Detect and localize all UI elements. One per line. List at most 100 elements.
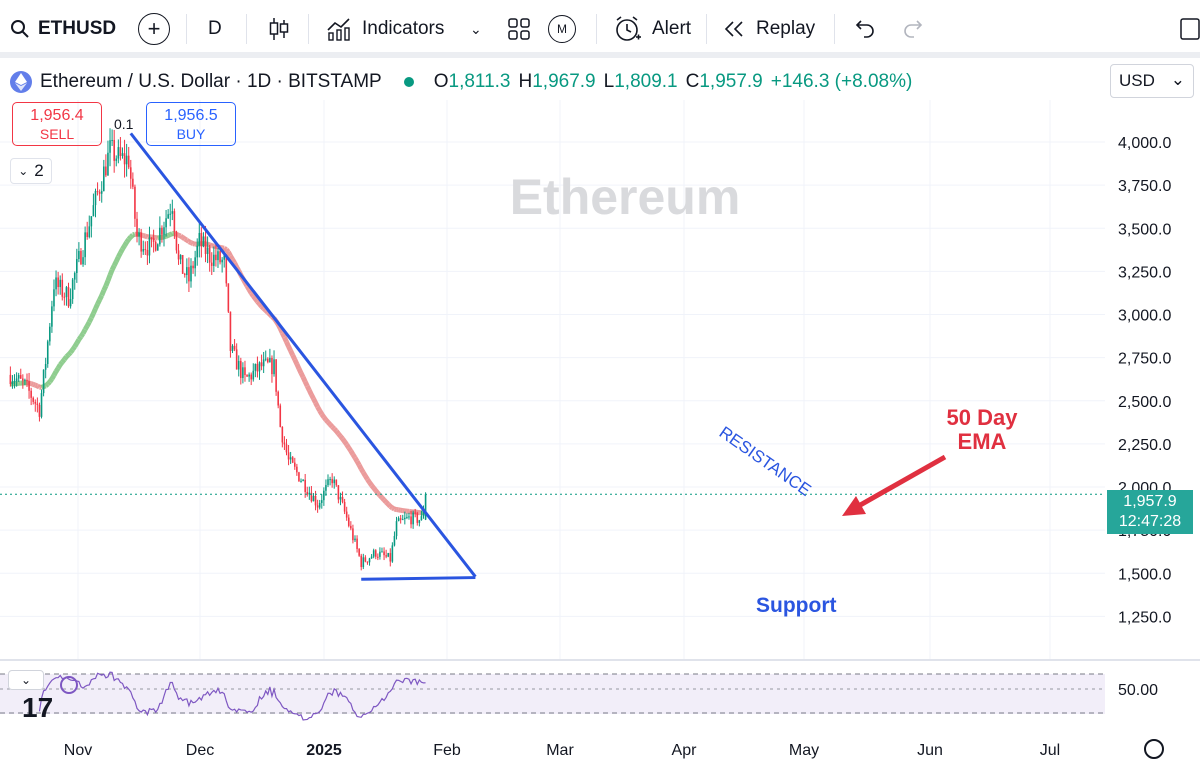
candle-body xyxy=(188,267,190,282)
price-tick-label: 4,000.0 xyxy=(1118,135,1171,152)
candle-body xyxy=(159,227,161,245)
alert-button[interactable]: Alert xyxy=(614,0,691,58)
chart-type-button[interactable] xyxy=(268,0,290,58)
price-tick-label: 3,250.0 xyxy=(1118,264,1171,281)
candle-body xyxy=(11,381,14,385)
symbol-search[interactable]: ETHUSD xyxy=(10,0,116,58)
chevron-down-icon: ⌄ xyxy=(1170,70,1185,89)
candle-body xyxy=(71,279,74,300)
candle-body xyxy=(347,517,350,526)
candles-icon xyxy=(269,18,289,40)
ema-segment xyxy=(277,327,285,335)
candle-body xyxy=(414,512,416,514)
candle-body xyxy=(46,341,49,365)
candle-body xyxy=(146,249,149,256)
m-button[interactable]: M xyxy=(548,0,576,58)
price-tick-label: 3,500.0 xyxy=(1118,221,1171,238)
candle-body xyxy=(397,518,400,522)
ema-arrow xyxy=(842,454,947,516)
compare-button[interactable]: + xyxy=(138,0,170,58)
more-button[interactable] xyxy=(1180,0,1200,58)
ema-segment xyxy=(319,412,326,419)
ema-segment xyxy=(64,352,71,359)
ema-segment xyxy=(32,382,37,388)
candle-body xyxy=(300,480,302,482)
candle-body xyxy=(391,545,394,562)
rsi-line xyxy=(38,671,426,721)
candle-body xyxy=(171,211,174,214)
interval-button[interactable]: D xyxy=(208,0,222,58)
indicators-dropdown[interactable]: ⌄ xyxy=(470,0,482,58)
indicators-collapse-button[interactable]: ⌄ 2 xyxy=(10,158,52,184)
candle-body xyxy=(103,166,105,192)
candle-body xyxy=(221,259,223,263)
layouts-button[interactable] xyxy=(508,0,530,58)
time-tick-label: Apr xyxy=(672,742,698,759)
undo-button[interactable] xyxy=(852,0,876,58)
candle-body xyxy=(105,166,107,176)
candle-body xyxy=(96,191,99,193)
candle-body xyxy=(150,237,153,239)
sell-button[interactable]: 1,956.4 SELL xyxy=(12,102,102,146)
candle-body xyxy=(179,255,182,260)
settings-gear-icon[interactable] xyxy=(1144,739,1164,759)
replay-button[interactable]: Replay xyxy=(722,0,815,58)
ethereum-logo-icon xyxy=(10,71,32,93)
candle-body xyxy=(289,457,292,460)
symbol-label: ETHUSD xyxy=(38,18,117,39)
candle-body xyxy=(410,516,412,525)
ema-segment xyxy=(80,328,88,335)
candle-body xyxy=(94,191,97,206)
ema-segment xyxy=(183,236,189,243)
ema-segment xyxy=(328,422,335,429)
candle-body xyxy=(215,254,217,261)
ema-segment xyxy=(181,235,187,241)
last-price-value: 1,957.9 xyxy=(1123,493,1177,510)
candle-body xyxy=(194,257,196,269)
indicator-count: 2 xyxy=(34,161,44,180)
candle-body xyxy=(55,277,57,290)
ema-segment xyxy=(369,483,376,490)
ema-segment xyxy=(124,237,131,244)
support-label: Support xyxy=(756,594,836,617)
rsi-collapse-button[interactable]: ⌄ xyxy=(8,670,44,690)
indicators-label: Indicators xyxy=(362,18,445,39)
ema-segment xyxy=(169,231,174,237)
ema-segment xyxy=(51,370,59,377)
ema-segment xyxy=(224,247,231,254)
support-line xyxy=(361,576,476,581)
candle-body xyxy=(306,491,309,495)
ema-segment xyxy=(244,284,252,291)
legend-c-key: C xyxy=(685,71,700,92)
candle-body xyxy=(260,362,263,367)
candle-body xyxy=(67,287,70,307)
candle-body xyxy=(9,374,12,385)
undo-icon xyxy=(855,20,874,38)
candle-body xyxy=(117,147,120,159)
ema-segment xyxy=(78,332,86,339)
redo-button[interactable] xyxy=(902,0,926,58)
candle-body xyxy=(302,479,304,481)
currency-select[interactable]: USD ⌄ xyxy=(1110,64,1194,98)
candle-body xyxy=(420,516,423,521)
ema-segment xyxy=(380,496,386,502)
time-axis: Nov Dec 2025 Feb Mar Apr May Jun Jul xyxy=(64,742,1060,759)
m-badge: M xyxy=(548,15,576,43)
ema-segment xyxy=(382,498,388,504)
ema-segment xyxy=(144,233,149,240)
candle-body xyxy=(304,479,306,492)
candle-body xyxy=(237,360,240,370)
price-tick-label: 1,250.0 xyxy=(1118,609,1171,626)
candle-body xyxy=(424,494,427,520)
ema-segment xyxy=(313,401,320,409)
candle-body xyxy=(15,378,18,381)
buy-button[interactable]: 1,956.5 BUY xyxy=(146,102,236,146)
indicators-button[interactable]: Indicators xyxy=(326,0,444,58)
ema-segment xyxy=(346,446,353,453)
ema-segment xyxy=(259,304,266,311)
sync-icon[interactable] xyxy=(60,676,78,694)
candle-body xyxy=(80,250,82,265)
ema-segment xyxy=(386,502,393,509)
ema-segment xyxy=(391,505,396,512)
